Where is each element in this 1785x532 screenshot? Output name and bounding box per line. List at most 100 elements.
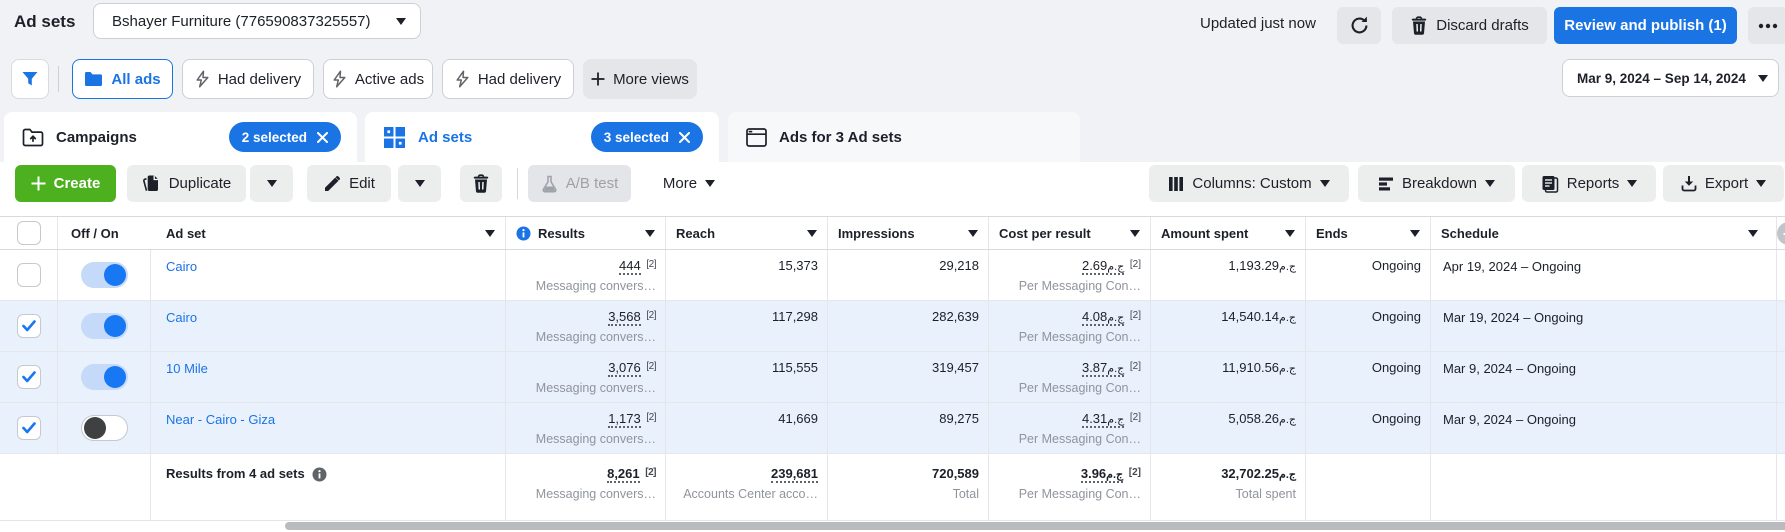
header-label: Results [538, 225, 585, 241]
close-icon[interactable] [317, 131, 328, 143]
breakdown-button[interactable]: Breakdown [1358, 165, 1515, 202]
more-views-button[interactable]: More views [583, 59, 697, 99]
row-checkbox[interactable] [16, 314, 41, 338]
row-toggle[interactable] [80, 262, 128, 288]
header-ad-set[interactable]: Ad set [151, 217, 506, 249]
view-all-ads-label: All ads [111, 70, 161, 88]
cell-value: 3,568 [2] [608, 309, 656, 326]
sort-caret-icon[interactable] [1748, 229, 1758, 237]
reports-button[interactable]: Reports [1522, 165, 1656, 202]
cost-per-result-cell: 4.31ج.م [2] Per Messaging Con… [989, 403, 1151, 453]
table-row: Cairo 3,568 [2] Messaging convers… 117,2… [0, 301, 1785, 352]
campaigns-selected-badge[interactable]: 2 selected [228, 122, 341, 152]
schedule-cell: Mar 9, 2024 – Ongoing [1431, 352, 1777, 402]
cost-per-result-cell: 2.69ج.م [2] Per Messaging Con… [989, 250, 1151, 300]
tab-ad-sets[interactable]: Ad sets 3 selected [365, 112, 719, 162]
view-had-delivery-button-2[interactable]: Had delivery [442, 59, 574, 99]
discard-drafts-label: Discard drafts [1436, 17, 1529, 34]
header-impressions[interactable]: Impressions [828, 217, 989, 249]
tab-ads[interactable]: Ads for 3 Ad sets [728, 112, 1080, 162]
plus-icon [591, 72, 605, 86]
duplicate-label: Duplicate [168, 175, 232, 192]
sort-caret-icon[interactable] [1130, 229, 1140, 237]
select-all-checkbox[interactable] [16, 221, 41, 245]
row-checkbox[interactable] [16, 365, 41, 389]
edit-dropdown-button[interactable] [398, 165, 441, 202]
table-row: Near - Cairo - Giza 1,173 [2] Messaging … [0, 403, 1785, 454]
ad-set-name-link[interactable]: 10 Mile [166, 361, 208, 376]
cell-sub-label: Per Messaging Con… [1018, 381, 1141, 395]
more-button[interactable]: More [652, 165, 726, 202]
amount-spent-cell: 14,540.14ج.م [1151, 301, 1306, 351]
review-and-publish-button[interactable]: Review and publish (1) [1554, 7, 1737, 44]
info-icon[interactable] [312, 467, 327, 482]
create-button[interactable]: Create [15, 165, 116, 202]
ad-set-name-link[interactable]: Cairo [166, 259, 198, 274]
header-amount-spent[interactable]: Amount spent [1151, 217, 1306, 249]
view-active-ads-button[interactable]: Active ads [323, 59, 433, 99]
duplicate-button[interactable]: Duplicate [127, 165, 246, 202]
reach-cell: 117,298 [666, 301, 828, 351]
header-cost-per-result[interactable]: Cost per result [989, 217, 1151, 249]
view-all-ads-button[interactable]: All ads [72, 59, 173, 99]
summary-row: Results from 4 ad sets 8,261 [2] Messagi… [0, 454, 1785, 521]
tab-campaigns[interactable]: Campaigns 2 selected [4, 112, 357, 162]
row-toggle[interactable] [80, 313, 128, 339]
toolbar-divider [517, 168, 518, 199]
sort-caret-icon[interactable] [968, 229, 978, 237]
row-toggle[interactable] [80, 364, 128, 390]
account-selector[interactable]: Bshayer Furniture (776590837325557) [93, 3, 421, 39]
info-icon[interactable] [516, 226, 531, 241]
sort-caret-icon[interactable] [807, 229, 817, 237]
ab-test-label: A/B test [565, 175, 619, 192]
ad-sets-selected-badge[interactable]: 3 selected [590, 122, 703, 152]
more-options-button[interactable] [1748, 7, 1785, 44]
cell-sub-label: Accounts Center acco… [683, 487, 818, 501]
view-had-delivery-label-2: Had delivery [477, 70, 562, 88]
sort-caret-icon[interactable] [1410, 229, 1420, 237]
row-checkbox[interactable] [16, 416, 41, 440]
ad-set-name-link[interactable]: Cairo [166, 310, 198, 325]
ads-window-icon [746, 127, 767, 147]
refresh-icon [1349, 15, 1370, 36]
summary-cost-cell: 3.96ج.م [2] Per Messaging Con… [989, 454, 1151, 520]
schedule-cell: Mar 19, 2024 – Ongoing [1431, 301, 1777, 351]
tab-ad-sets-label: Ad sets [418, 128, 473, 146]
header-reach[interactable]: Reach [666, 217, 828, 249]
table-row: Cairo 444 [2] Messaging convers… 15,373 … [0, 250, 1785, 301]
duplicate-dropdown-button[interactable] [250, 165, 293, 202]
ad-sets-table: Off / On Ad set Results Reach Impression… [0, 216, 1785, 521]
view-had-delivery-button-1[interactable]: Had delivery [182, 59, 314, 99]
sort-caret-icon[interactable] [1285, 229, 1295, 237]
summary-results-cell: 8,261 [2] Messaging convers… [506, 454, 666, 520]
delete-button[interactable] [460, 165, 502, 202]
header-off-on[interactable]: Off / On [58, 217, 151, 249]
chevron-down-icon [266, 180, 277, 187]
cell-value: 2.69ج.م [2] [1081, 258, 1142, 275]
ends-cell: Ongoing [1306, 250, 1431, 300]
header-schedule[interactable]: Schedule [1431, 217, 1777, 249]
columns-button[interactable]: Columns: Custom [1149, 165, 1349, 202]
header-results[interactable]: Results [506, 217, 666, 249]
cell-value: 239,681 [771, 466, 818, 483]
sort-caret-icon[interactable] [645, 229, 655, 237]
refresh-button[interactable] [1337, 7, 1381, 44]
columns-label: Columns: Custom [1192, 175, 1312, 192]
export-button[interactable]: Export [1663, 165, 1784, 202]
plus-icon [31, 176, 46, 191]
filters-button[interactable] [11, 59, 49, 99]
sort-caret-icon[interactable] [485, 229, 495, 237]
date-range-picker[interactable]: Mar 9, 2024 – Sep 14, 2024 [1562, 59, 1779, 97]
row-checkbox[interactable] [16, 263, 41, 287]
cell-value: Ongoing [1371, 411, 1421, 426]
edit-button[interactable]: Edit [307, 165, 391, 202]
horizontal-scrollbar[interactable] [285, 522, 1785, 530]
reports-label: Reports [1566, 175, 1620, 192]
row-toggle[interactable] [80, 415, 128, 441]
ad-set-name-link[interactable]: Near - Cairo - Giza [166, 412, 276, 427]
cell-value: 282,639 [932, 309, 979, 324]
header-ends[interactable]: Ends [1306, 217, 1431, 249]
close-icon[interactable] [679, 131, 690, 143]
trash-icon [472, 174, 490, 193]
discard-drafts-button[interactable]: Discard drafts [1392, 7, 1547, 44]
